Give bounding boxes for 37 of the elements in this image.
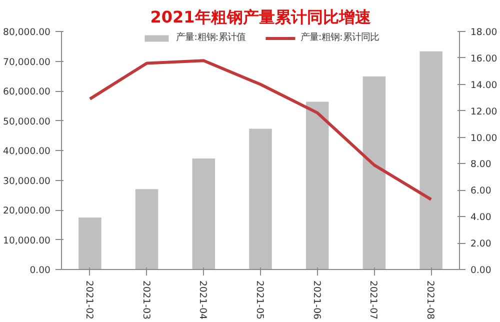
y-tick-label: 70,000.00 [3, 56, 51, 68]
y2-tick-label: 10.00 [470, 132, 498, 144]
x-tick-label: 2021-03 [140, 280, 152, 320]
y2-tick-label: 12.00 [470, 106, 498, 118]
y2-tick-label: 18.00 [470, 27, 498, 38]
y-tick-label: 10,000.00 [3, 235, 51, 246]
y2-tick-label: 6.00 [470, 186, 492, 197]
x-tick-label: 2021-02 [83, 280, 94, 320]
x-tick-label: 2021-08 [424, 280, 436, 320]
chart-title: 2021年粗钢产量累计同比增速 [150, 8, 372, 26]
y2-tick-label: 0.00 [470, 265, 492, 276]
y2-tick-label: 14.00 [470, 80, 498, 91]
y-tick-label: 30,000.00 [3, 176, 51, 187]
x-tick-label: 2021-07 [368, 280, 379, 320]
y-tick-label: 0.00 [30, 265, 51, 276]
bar [420, 51, 442, 270]
bar [192, 158, 216, 270]
y2-tick-label: 8.00 [470, 159, 492, 170]
x-tick-label: 2021-04 [197, 280, 208, 320]
y2-tick-label: 2.00 [470, 238, 492, 250]
y-tick-label: 50,000.00 [3, 116, 51, 128]
y-tick-label: 20,000.00 [3, 206, 51, 216]
line-series [88, 59, 433, 201]
y-tick-label: 60,000.00 [3, 86, 51, 98]
y-tick-label: 40,000.00 [3, 146, 51, 157]
bar [78, 217, 102, 270]
x-tick-label: 2021-05 [254, 280, 265, 320]
bar [135, 189, 158, 270]
legend-label: 产量:粗钢:累计同比 [300, 31, 379, 44]
bar [362, 76, 386, 270]
y2-tick-label: 16.00 [470, 53, 498, 64]
legend-label: 产量:粗钢:累计值 [176, 31, 246, 44]
x-tick-label: 2021-06 [310, 280, 322, 320]
y2-tick-label: 4.00 [470, 212, 492, 224]
bar [306, 102, 329, 270]
y-tick-label: 80,000.00 [3, 27, 51, 38]
bar [249, 128, 272, 270]
